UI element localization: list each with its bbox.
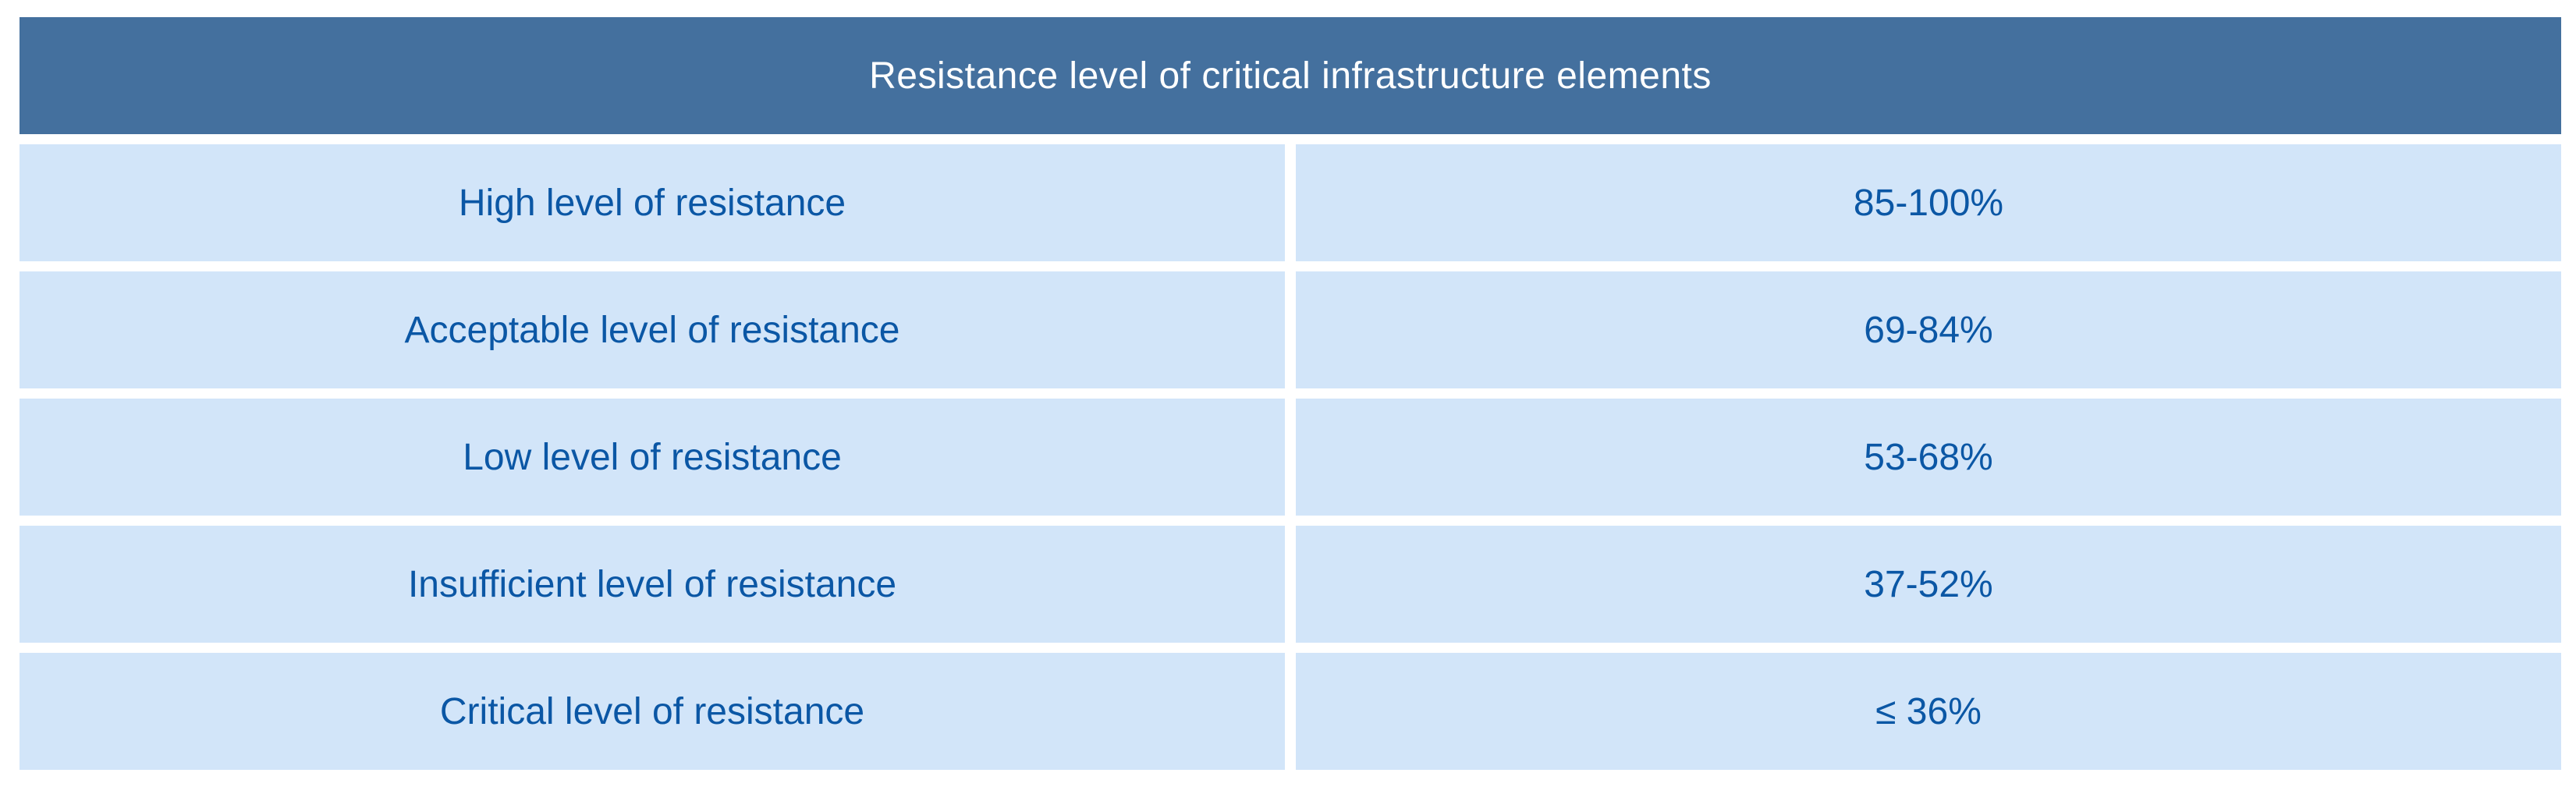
level-label: Low level of resistance [463,436,842,478]
table-row: Critical level of resistance ≤ 36% [20,653,2561,770]
range-value: ≤ 36% [1875,690,1982,732]
table-title: Resistance level of critical infrastruct… [869,55,1712,97]
table-row: Acceptable level of resistance 69-84% [20,271,2561,388]
level-cell: Low level of resistance [20,399,1285,516]
range-cell: 85-100% [1296,144,2561,261]
range-value: 53-68% [1864,436,1993,478]
range-cell: 69-84% [1296,271,2561,388]
range-cell: ≤ 36% [1296,653,2561,770]
level-cell: Insufficient level of resistance [20,526,1285,643]
range-value: 85-100% [1853,182,2004,224]
level-cell: Acceptable level of resistance [20,271,1285,388]
range-cell: 53-68% [1296,399,2561,516]
level-label: Acceptable level of resistance [404,309,900,351]
level-cell: Critical level of resistance [20,653,1285,770]
range-value: 37-52% [1864,563,1993,605]
table-row: Low level of resistance 53-68% [20,399,2561,516]
table-row: Insufficient level of resistance 37-52% [20,526,2561,643]
table-header: Resistance level of critical infrastruct… [20,17,2561,134]
range-value: 69-84% [1864,309,1993,351]
range-cell: 37-52% [1296,526,2561,643]
level-label: Insufficient level of resistance [407,563,897,605]
table-row: High level of resistance 85-100% [20,144,2561,261]
resistance-table: Resistance level of critical infrastruct… [20,17,2561,770]
level-cell: High level of resistance [20,144,1285,261]
level-label: High level of resistance [458,182,846,224]
level-label: Critical level of resistance [439,690,865,732]
